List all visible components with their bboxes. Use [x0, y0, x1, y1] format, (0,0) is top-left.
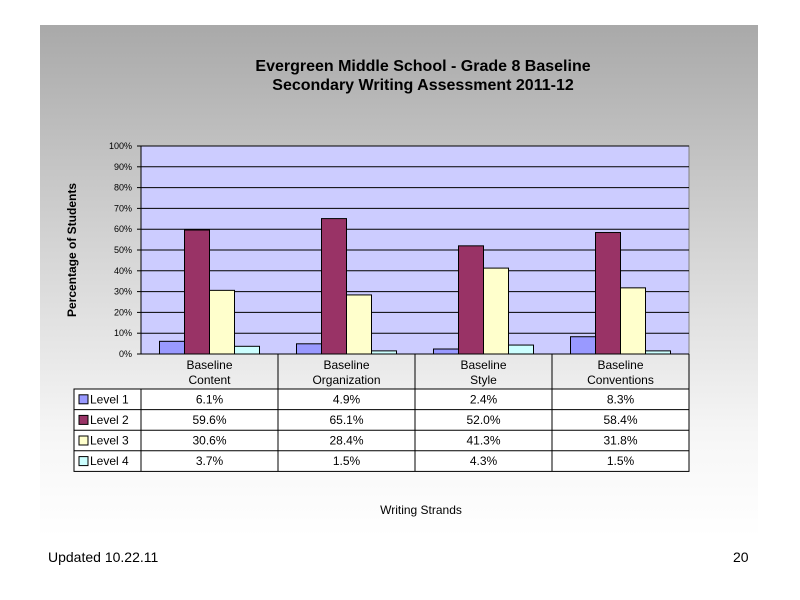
data-label: 4.9%: [333, 392, 361, 406]
legend-key-level-1: [78, 394, 89, 405]
category-label: Conventions: [587, 373, 654, 387]
y-tick-label: 30%: [114, 287, 132, 297]
data-label: 3.7%: [196, 454, 224, 468]
chart-title: Evergreen Middle School - Grade 8 Baseli…: [40, 57, 800, 95]
data-label: 2.4%: [470, 392, 498, 406]
legend-key-level-3: [78, 435, 89, 446]
data-label: 8.3%: [607, 392, 635, 406]
legend-key-level-2: [78, 414, 89, 425]
category-label: Style: [470, 373, 497, 387]
category-label: Baseline: [597, 358, 643, 372]
bar-level-1: [570, 336, 596, 355]
y-tick-label: 100%: [109, 141, 132, 151]
bar-level-4: [645, 350, 671, 355]
updated-date: Updated 10.22.11: [48, 549, 159, 565]
bar-level-3: [346, 294, 372, 355]
y-tick-label: 10%: [114, 328, 132, 338]
y-tick-label: 90%: [114, 162, 132, 172]
y-tick-label: 80%: [114, 183, 132, 193]
data-label: 65.1%: [329, 413, 363, 427]
data-label: 6.1%: [196, 392, 224, 406]
data-label: 1.5%: [333, 454, 361, 468]
legend-label: Level 4: [90, 454, 129, 468]
chart-title-line-2: Secondary Writing Assessment 2011-12: [272, 77, 574, 94]
data-label: 58.4%: [603, 413, 637, 427]
legend-label: Level 3: [90, 434, 129, 448]
bar-level-2: [458, 245, 484, 355]
data-label: 31.8%: [603, 434, 637, 448]
x-axis-title: Writing Strands: [380, 503, 462, 517]
legend-label: Level 2: [90, 413, 129, 427]
legend-label: Level 1: [90, 392, 129, 406]
category-label: Baseline: [186, 358, 232, 372]
y-tick-label: 20%: [114, 307, 132, 317]
bar-level-1: [433, 348, 459, 355]
data-label: 41.3%: [466, 434, 500, 448]
bar-level-1: [159, 340, 185, 355]
y-tick-label: 60%: [114, 224, 132, 234]
bar-level-2: [321, 218, 347, 355]
bar-level-4: [234, 345, 260, 355]
bar-level-4: [508, 344, 534, 355]
y-tick-label: 40%: [114, 266, 132, 276]
chart-title-line-1: Evergreen Middle School - Grade 8 Baseli…: [255, 58, 591, 75]
category-label: Organization: [312, 373, 380, 387]
bar-level-1: [296, 343, 322, 355]
category-label: Content: [188, 373, 231, 387]
y-axis-title: Percentage of Students: [65, 183, 79, 317]
data-label: 1.5%: [607, 454, 635, 468]
bar-level-3: [209, 289, 235, 355]
bar-level-4: [371, 350, 397, 355]
y-tick-label: 50%: [114, 245, 132, 255]
category-label: Baseline: [323, 358, 369, 372]
data-label: 30.6%: [192, 434, 226, 448]
bar-level-2: [184, 229, 210, 355]
category-label: Baseline: [460, 358, 506, 372]
data-label: 28.4%: [329, 434, 363, 448]
legend-key-level-4: [78, 456, 89, 467]
bar-level-3: [483, 267, 509, 355]
bar-level-2: [595, 232, 621, 355]
y-tick-label: 0%: [119, 349, 132, 359]
data-label: 52.0%: [466, 413, 500, 427]
bar-level-3: [620, 287, 646, 355]
y-tick-label: 70%: [114, 203, 132, 213]
data-label: 59.6%: [192, 413, 226, 427]
data-label: 4.3%: [470, 454, 498, 468]
page-number: 20: [733, 549, 749, 565]
